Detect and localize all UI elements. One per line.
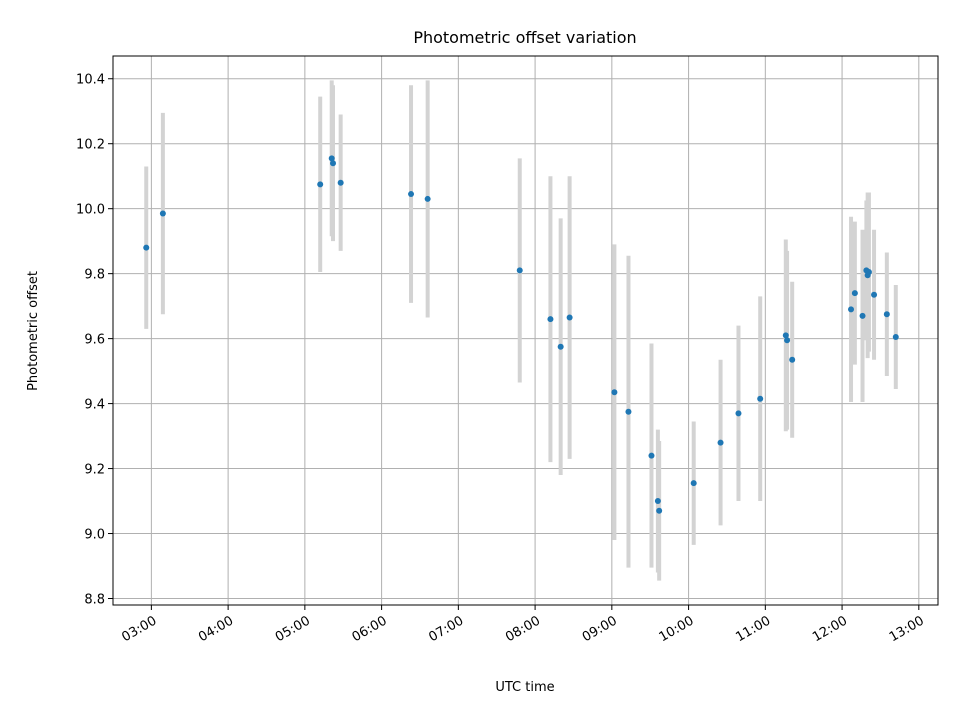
data-point (892, 333, 899, 340)
data-point (611, 389, 618, 396)
data-point (784, 337, 791, 344)
data-point (337, 179, 344, 186)
data-point (717, 439, 724, 446)
y-axis-label: Photometric offset (26, 271, 41, 391)
data-point (757, 395, 764, 402)
y-tick-label: 10.2 (76, 138, 105, 153)
data-point (789, 356, 796, 363)
data-point (328, 155, 335, 162)
y-tick-label: 9.8 (84, 268, 105, 283)
data-point (566, 314, 573, 321)
data-point (516, 267, 523, 274)
y-tick-label: 10.0 (76, 203, 105, 218)
data-point (317, 181, 324, 188)
data-point (625, 408, 632, 415)
data-point (871, 291, 878, 298)
data-point (424, 195, 431, 202)
data-point (848, 306, 855, 313)
chart-title: Photometric offset variation (413, 28, 636, 47)
y-tick-label: 10.4 (76, 73, 105, 88)
data-point (690, 480, 697, 487)
data-point (656, 507, 663, 514)
data-point (330, 160, 336, 167)
data-point (547, 316, 554, 323)
x-axis-label: UTC time (495, 680, 554, 695)
plot-frame (112, 55, 939, 606)
y-axis-ticks: 8.8 9.0 9.2 9.4 9.6 9.8 10.0 10.2 10.4 (76, 73, 113, 608)
data-point (408, 191, 415, 198)
data-point (159, 210, 166, 217)
grid (113, 56, 938, 605)
data-point (859, 312, 866, 319)
data-point (557, 343, 564, 350)
y-tick-label: 8.8 (84, 593, 105, 608)
data-point (143, 244, 150, 251)
y-tick-label: 9.0 (84, 528, 105, 543)
data-point (865, 269, 872, 276)
data-point (654, 498, 661, 505)
data-point (735, 410, 742, 417)
data-point (782, 332, 789, 339)
y-tick-label: 9.4 (84, 398, 105, 413)
y-tick-label: 9.2 (84, 463, 105, 478)
data-point (851, 290, 858, 297)
data-point (648, 452, 655, 459)
data-points (143, 155, 899, 514)
data-point (883, 311, 890, 318)
y-tick-label: 9.6 (84, 333, 105, 348)
